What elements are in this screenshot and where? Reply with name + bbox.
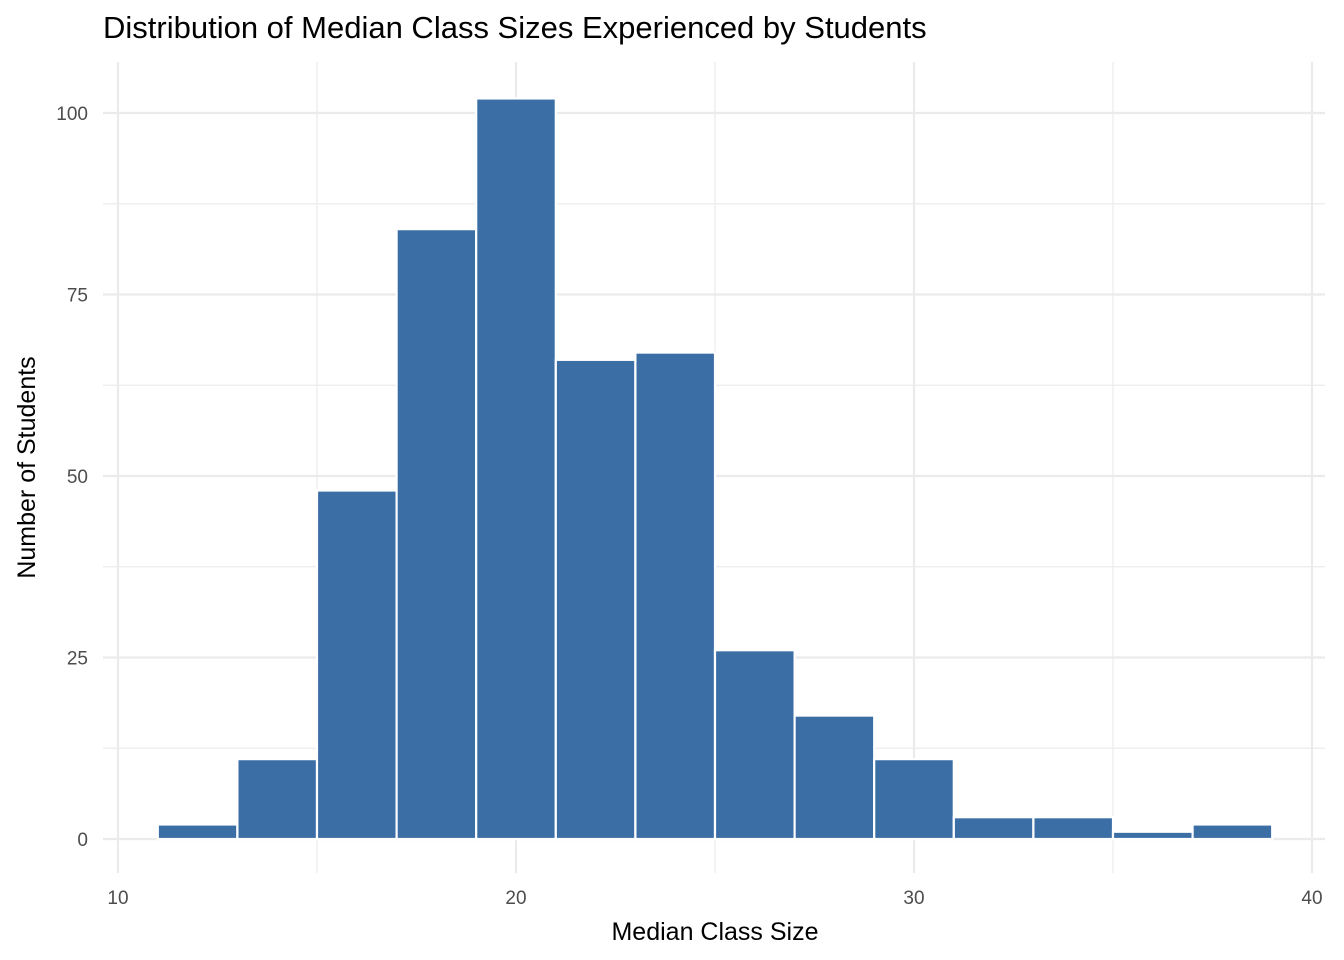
histogram-bar	[793, 714, 876, 841]
y-axis-label: Number of Students	[13, 356, 41, 578]
histogram-bar	[873, 758, 955, 841]
histogram-bar	[1111, 830, 1194, 841]
y-tick-label: 100	[56, 104, 88, 125]
x-axis-label: Median Class Size	[611, 918, 818, 946]
histogram-bar	[634, 351, 717, 841]
histogram-bar	[236, 758, 319, 841]
histogram-bar	[713, 649, 796, 841]
x-tick-label: 10	[107, 888, 128, 909]
histogram-bar	[1032, 816, 1115, 841]
x-tick-label: 20	[505, 888, 526, 909]
histogram-bar	[554, 358, 637, 841]
histogram-bar	[952, 816, 1035, 841]
y-tick-label: 0	[77, 830, 88, 851]
histogram-bar	[395, 228, 478, 841]
y-tick-label: 25	[67, 649, 88, 670]
histogram-bar	[315, 489, 398, 841]
x-tick-label: 30	[903, 888, 924, 909]
histogram-bar	[1191, 823, 1274, 841]
chart-title: Distribution of Median Class Sizes Exper…	[103, 10, 927, 45]
x-tick-label: 40	[1301, 888, 1322, 909]
tick-labels: 10 20 30 40 0 25 50 75 100	[56, 104, 1322, 909]
histogram-bar	[156, 823, 239, 841]
histogram-bar	[475, 97, 557, 841]
y-tick-label: 75	[67, 286, 88, 307]
bars-layer	[156, 97, 1274, 841]
y-tick-label: 50	[67, 467, 88, 488]
